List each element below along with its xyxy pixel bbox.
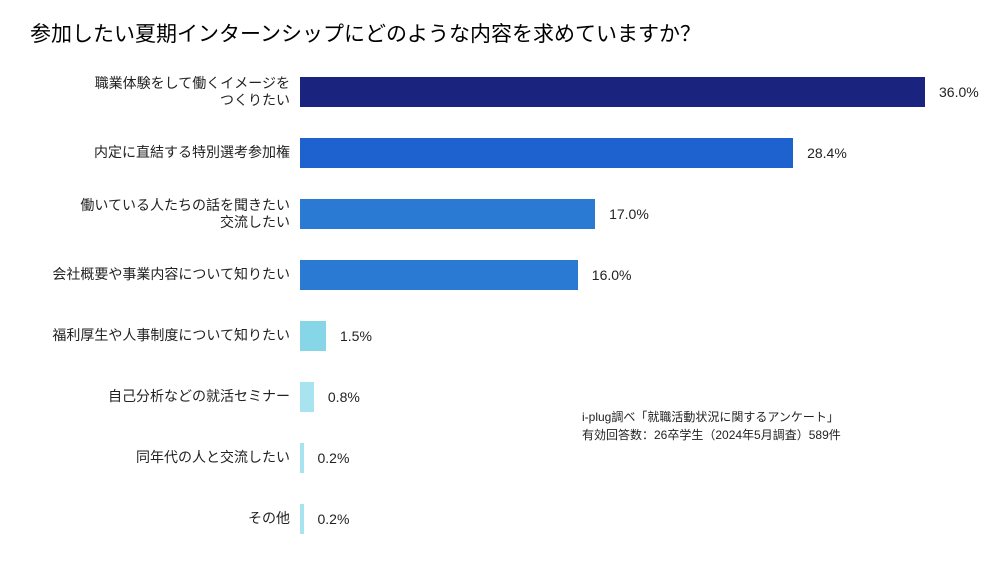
bar-value: 28.4% — [807, 145, 847, 161]
bar-fill — [300, 504, 304, 534]
bar-row: 会社概要や事業内容について知りたい 16.0% — [30, 259, 970, 291]
bar-fill — [300, 260, 578, 290]
chart-container: 参加したい夏期インターンシップにどのような内容を求めていますか？ 職業体験をして… — [0, 0, 1000, 566]
bar-track: 0.2% — [300, 443, 970, 473]
bar-fill — [300, 443, 304, 473]
bar-value: 0.2% — [318, 511, 350, 527]
bar-track: 17.0% — [300, 199, 970, 229]
bar-row: 同年代の人と交流したい 0.2% — [30, 442, 970, 474]
bar-track: 16.0% — [300, 260, 970, 290]
bar-row: その他 0.2% — [30, 503, 970, 535]
bar-label: 同年代の人と交流したい — [30, 449, 300, 467]
bar-value: 0.2% — [318, 450, 350, 466]
bar-track: 1.5% — [300, 321, 970, 351]
chart-title: 参加したい夏期インターンシップにどのような内容を求めていますか？ — [30, 18, 970, 48]
footnote-line-1: i-plug調べ「就職活動状況に関するアンケート」 — [582, 408, 841, 426]
bar-label: 職業体験をして働くイメージをつくりたい — [30, 75, 300, 110]
bar-value: 16.0% — [592, 267, 632, 283]
bar-track: 36.0% — [300, 77, 979, 107]
bar-label: 働いている人たちの話を聞きたい交流したい — [30, 197, 300, 232]
bar-row: 内定に直結する特別選考参加権 28.4% — [30, 137, 970, 169]
bar-row: 働いている人たちの話を聞きたい交流したい 17.0% — [30, 198, 970, 230]
bar-fill — [300, 382, 314, 412]
bar-row: 職業体験をして働くイメージをつくりたい 36.0% — [30, 76, 970, 108]
bar-fill — [300, 77, 925, 107]
bar-label: 福利厚生や人事制度について知りたい — [30, 327, 300, 345]
bar-track: 0.2% — [300, 504, 970, 534]
bar-value: 36.0% — [939, 84, 979, 100]
bar-fill — [300, 321, 326, 351]
bar-value: 1.5% — [340, 328, 372, 344]
bar-track: 28.4% — [300, 138, 970, 168]
bar-label: その他 — [30, 510, 300, 528]
bar-label: 自己分析などの就活セミナー — [30, 388, 300, 406]
footnote-line-2: 有効回答数：26卒学生（2024年5月調査）589件 — [582, 426, 841, 444]
chart-footnote: i-plug調べ「就職活動状況に関するアンケート」 有効回答数：26卒学生（20… — [582, 408, 841, 444]
bar-row: 福利厚生や人事制度について知りたい 1.5% — [30, 320, 970, 352]
bar-fill — [300, 199, 595, 229]
bars-group: 職業体験をして働くイメージをつくりたい 36.0% 内定に直結する特別選考参加権… — [30, 76, 970, 535]
bar-value: 0.8% — [328, 389, 360, 405]
bar-fill — [300, 138, 793, 168]
bar-label: 内定に直結する特別選考参加権 — [30, 144, 300, 162]
bar-label: 会社概要や事業内容について知りたい — [30, 266, 300, 284]
bar-value: 17.0% — [609, 206, 649, 222]
